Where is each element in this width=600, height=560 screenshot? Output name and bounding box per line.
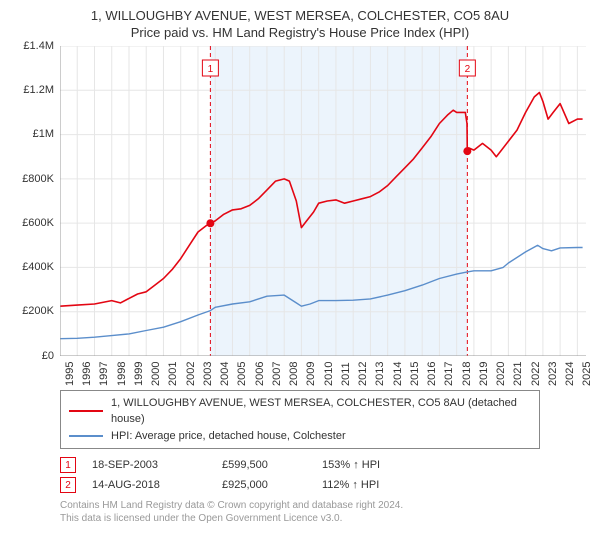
x-tick-label: 2025 (581, 361, 593, 385)
y-tick-label: £200K (22, 305, 54, 317)
x-tick-label: 2002 (185, 361, 197, 385)
x-tick-label: 2021 (512, 361, 524, 385)
chart-area: £0£200K£400K£600K£800K£1M£1.2M£1.4M 12 1… (10, 46, 590, 386)
x-tick-label: 2012 (357, 361, 369, 385)
svg-text:2: 2 (465, 64, 471, 75)
x-tick-label: 2023 (547, 361, 559, 385)
footer-text: Contains HM Land Registry data © Crown c… (60, 499, 590, 525)
footer-line1: Contains HM Land Registry data © Crown c… (60, 499, 590, 512)
x-tick-label: 1997 (98, 361, 110, 385)
x-tick-label: 2006 (254, 361, 266, 385)
x-axis-labels: 1995 1996 1997 1998 1999 2000 2001 2002 2003 2004… (60, 356, 586, 386)
x-tick-label: 2001 (167, 361, 179, 385)
sale-price: £925,000 (222, 479, 322, 491)
x-tick-label: 2007 (271, 361, 283, 385)
sale-marker-icon: 1 (60, 457, 76, 473)
x-tick-label: 2024 (564, 361, 576, 385)
x-tick-label: 1995 (64, 361, 76, 385)
sale-pct: 112% ↑ HPI (322, 479, 422, 491)
y-tick-label: £1.2M (23, 84, 54, 96)
legend-label: 1, WILLOUGHBY AVENUE, WEST MERSEA, COLCH… (111, 395, 531, 428)
x-tick-label: 2020 (495, 361, 507, 385)
x-tick-label: 1998 (116, 361, 128, 385)
plot-region: 12 (60, 46, 586, 356)
legend-swatch (69, 435, 103, 437)
sale-row: 1 18-SEP-2003 £599,500 153% ↑ HPI (60, 457, 590, 473)
sale-date: 14-AUG-2018 (92, 479, 222, 491)
x-tick-label: 2013 (374, 361, 386, 385)
sale-row: 2 14-AUG-2018 £925,000 112% ↑ HPI (60, 477, 590, 493)
legend-swatch (69, 410, 103, 412)
y-tick-label: £0 (42, 350, 54, 362)
x-tick-label: 2009 (305, 361, 317, 385)
chart-svg: 12 (60, 46, 586, 356)
x-tick-label: 2018 (461, 361, 473, 385)
sale-pct: 153% ↑ HPI (322, 459, 422, 471)
chart-title: 1, WILLOUGHBY AVENUE, WEST MERSEA, COLCH… (10, 8, 590, 25)
x-tick-label: 2022 (530, 361, 542, 385)
x-tick-label: 2019 (478, 361, 490, 385)
sales-table: 1 18-SEP-2003 £599,500 153% ↑ HPI 2 14-A… (60, 457, 590, 493)
legend-row: HPI: Average price, detached house, Colc… (69, 428, 531, 445)
y-axis-labels: £0£200K£400K£600K£800K£1M£1.2M£1.4M (10, 46, 60, 356)
x-tick-label: 2004 (219, 361, 231, 385)
x-tick-label: 2003 (202, 361, 214, 385)
x-tick-label: 2011 (340, 362, 352, 386)
legend: 1, WILLOUGHBY AVENUE, WEST MERSEA, COLCH… (60, 390, 540, 450)
x-tick-label: 2010 (323, 361, 335, 385)
x-tick-label: 2008 (288, 361, 300, 385)
chart-subtitle: Price paid vs. HM Land Registry's House … (10, 25, 590, 42)
y-tick-label: £600K (22, 217, 54, 229)
legend-label: HPI: Average price, detached house, Colc… (111, 428, 346, 445)
x-tick-label: 2016 (426, 361, 438, 385)
legend-row: 1, WILLOUGHBY AVENUE, WEST MERSEA, COLCH… (69, 395, 531, 428)
footer-line2: This data is licensed under the Open Gov… (60, 512, 590, 525)
x-tick-label: 1999 (133, 361, 145, 385)
x-tick-label: 1996 (81, 361, 93, 385)
x-tick-label: 2017 (443, 361, 455, 385)
y-tick-label: £400K (22, 261, 54, 273)
x-tick-label: 2015 (409, 361, 421, 385)
y-tick-label: £800K (22, 173, 54, 185)
sale-price: £599,500 (222, 459, 322, 471)
sale-date: 18-SEP-2003 (92, 459, 222, 471)
y-tick-label: £1M (33, 128, 54, 140)
x-tick-label: 2005 (236, 361, 248, 385)
x-tick-label: 2014 (392, 361, 404, 385)
svg-text:1: 1 (208, 64, 214, 75)
sale-marker-icon: 2 (60, 477, 76, 493)
y-tick-label: £1.4M (23, 40, 54, 52)
x-tick-label: 2000 (150, 361, 162, 385)
